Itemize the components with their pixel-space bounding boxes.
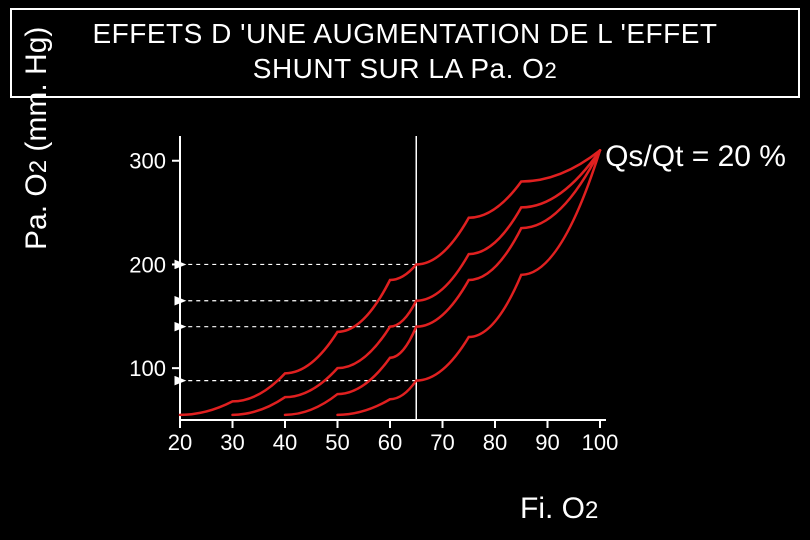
title-box: EFFETS D 'UNE AUGMENTATION DE L 'EFFET S…: [10, 8, 800, 98]
x-tick-label: 20: [168, 430, 192, 455]
series-curve1: [180, 150, 600, 414]
title-line-1: EFFETS D 'UNE AUGMENTATION DE L 'EFFET: [22, 16, 788, 51]
xlabel-main: Fi. O: [520, 492, 585, 525]
title-line2-b: Pa. O: [470, 53, 544, 84]
x-tick-label: 100: [582, 430, 619, 455]
title-line-2: SHUNT SUR LA Pa. O2: [22, 51, 788, 86]
title-line2-a: SHUNT SUR LA: [253, 53, 471, 84]
title-line2-sub: 2: [544, 58, 557, 83]
y-axis-label: Pa. O2 (mm. Hg): [20, 27, 54, 250]
x-tick-label: 90: [535, 430, 559, 455]
x-tick-label: 30: [220, 430, 244, 455]
ylabel-unit: (mm. Hg): [20, 27, 53, 160]
x-axis-label: Fi. O2: [520, 492, 598, 526]
chart-svg: 100 200 300 20 30 40 50 60 70 80 90 100: [110, 130, 650, 460]
x-tick-label: 50: [325, 430, 349, 455]
y-tick-label: 100: [129, 356, 166, 381]
ylabel-main: Pa. O: [20, 173, 53, 250]
x-tick-label: 40: [273, 430, 297, 455]
x-tick-label: 80: [483, 430, 507, 455]
x-tick-label: 70: [430, 430, 454, 455]
xlabel-sub: 2: [585, 497, 598, 524]
ylabel-sub: 2: [25, 160, 52, 173]
x-tick-label: 60: [378, 430, 402, 455]
y-tick-label: 300: [129, 149, 166, 174]
y-tick-label: 200: [129, 252, 166, 277]
